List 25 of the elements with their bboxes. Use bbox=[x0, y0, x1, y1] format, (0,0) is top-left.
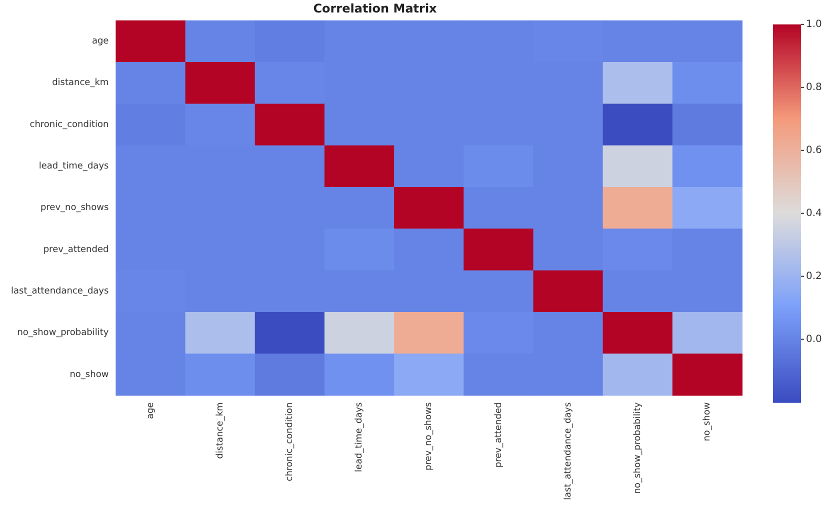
y-tick-label: no_show bbox=[70, 370, 109, 380]
color-bar-label: 0.8 bbox=[806, 82, 822, 93]
x-tick-label: no_show_probability bbox=[632, 402, 643, 494]
y-tick-label: chronic_condition bbox=[30, 120, 109, 130]
color-bar-label: 1.0 bbox=[806, 18, 822, 30]
y-tick-label: distance_km bbox=[52, 78, 109, 88]
y-tick-label: lead_time_days bbox=[38, 162, 110, 172]
x-tick-label: prev_attended bbox=[494, 402, 504, 468]
y-tick-label: prev_no_shows bbox=[40, 203, 110, 214]
y-tick-label: no_show_probability bbox=[17, 328, 110, 338]
y-tick-label: last_attendance_days bbox=[10, 286, 110, 296]
color-bar-label: 0.6 bbox=[806, 144, 822, 156]
chart-title: Correlation Matrix bbox=[313, 1, 438, 16]
y-tick-label: age bbox=[92, 36, 110, 47]
color-bar-label: 0.4 bbox=[806, 208, 822, 219]
x-tick-label: chronic_condition bbox=[285, 402, 296, 482]
color-bar-label: 0.0 bbox=[806, 334, 822, 345]
x-tick-label: prev_no_shows bbox=[424, 402, 434, 471]
color-bar-label: 0.2 bbox=[806, 270, 822, 282]
x-tick-label: lead_time_days bbox=[354, 402, 365, 472]
x-tick-label: no_show bbox=[702, 402, 713, 442]
x-tick-label: distance_km bbox=[215, 402, 226, 459]
y-tick-label: prev_attended bbox=[43, 244, 109, 255]
x-tick-label: last_attendance_days bbox=[563, 402, 574, 500]
x-tick-label: age bbox=[146, 402, 156, 420]
